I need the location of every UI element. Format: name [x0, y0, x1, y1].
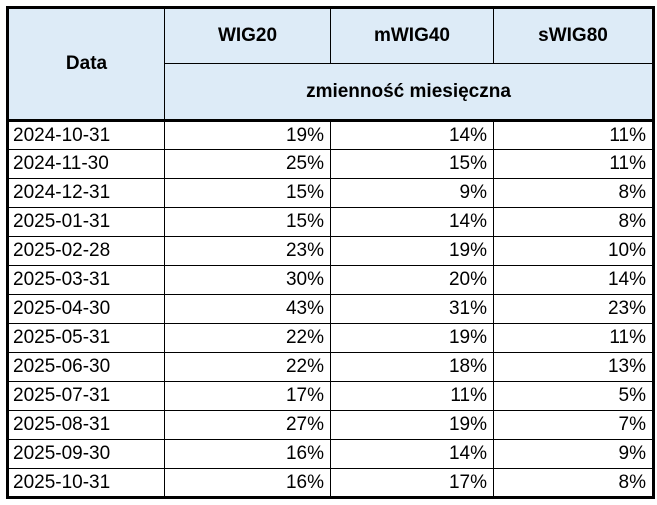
wig20-value-cell: 16% — [164, 468, 331, 498]
wig20-value-cell: 15% — [164, 207, 331, 237]
mwig40-value-cell: 14% — [330, 207, 494, 237]
mwig40-value-cell: 14% — [330, 439, 494, 469]
wig20-value-cell: 17% — [164, 381, 331, 411]
date-cell: 2025-07-31 — [7, 381, 165, 411]
table-row: 2025-03-31 30% 20% 14% — [7, 265, 654, 295]
volatility-table-container: Data WIG20 mWIG40 sWIG80 zmienność miesi… — [6, 6, 655, 499]
wig20-value-cell: 15% — [164, 178, 331, 208]
wig20-value-cell: 19% — [164, 120, 331, 150]
wig20-value-cell: 23% — [164, 236, 331, 266]
mwig40-value-cell: 14% — [330, 120, 494, 150]
date-cell: 2025-05-31 — [7, 323, 165, 353]
swig80-value-cell: 8% — [493, 178, 654, 208]
table-row: 2025-01-31 15% 14% 8% — [7, 207, 654, 237]
date-cell: 2025-02-28 — [7, 236, 165, 266]
volatility-table: Data WIG20 mWIG40 sWIG80 zmienność miesi… — [6, 6, 655, 499]
swig80-value-cell: 7% — [493, 410, 654, 440]
wig20-value-cell: 16% — [164, 439, 331, 469]
swig80-value-cell: 11% — [493, 120, 654, 150]
swig80-value-cell: 9% — [493, 439, 654, 469]
table-row: 2025-02-28 23% 19% 10% — [7, 236, 654, 266]
column-header-swig80: sWIG80 — [493, 7, 654, 64]
date-cell: 2024-11-30 — [7, 149, 165, 179]
table-row: 2024-11-30 25% 15% 11% — [7, 149, 654, 179]
mwig40-value-cell: 19% — [330, 236, 494, 266]
mwig40-value-cell: 15% — [330, 149, 494, 179]
mwig40-value-cell: 11% — [330, 381, 494, 411]
table-row: 2025-09-30 16% 14% 9% — [7, 439, 654, 469]
date-cell: 2024-10-31 — [7, 120, 165, 150]
table-row: 2025-04-30 43% 31% 23% — [7, 294, 654, 324]
header-row-indices: Data WIG20 mWIG40 sWIG80 — [7, 7, 654, 122]
table-row: 2025-10-31 16% 17% 8% — [7, 468, 654, 498]
column-header-wig20: WIG20 — [164, 7, 331, 64]
table-row: 2024-10-31 19% 14% 11% — [7, 120, 654, 150]
swig80-value-cell: 11% — [493, 323, 654, 353]
column-header-date: Data — [7, 7, 165, 122]
swig80-value-cell: 8% — [493, 207, 654, 237]
table-row: 2025-08-31 27% 19% 7% — [7, 410, 654, 440]
wig20-value-cell: 22% — [164, 352, 331, 382]
date-cell: 2025-03-31 — [7, 265, 165, 295]
wig20-value-cell: 27% — [164, 410, 331, 440]
header-row-subtitle: zmienność miesięczna — [8, 63, 654, 122]
swig80-value-cell: 11% — [493, 149, 654, 179]
date-cell: 2025-08-31 — [7, 410, 165, 440]
table-row: 2025-07-31 17% 11% 5% — [7, 381, 654, 411]
swig80-value-cell: 8% — [493, 468, 654, 498]
swig80-value-cell: 10% — [493, 236, 654, 266]
subheader-volatility: zmienność miesięczna — [164, 63, 654, 122]
swig80-value-cell: 14% — [493, 265, 654, 295]
swig80-value-cell: 5% — [493, 381, 654, 411]
wig20-value-cell: 25% — [164, 149, 331, 179]
mwig40-value-cell: 19% — [330, 410, 494, 440]
mwig40-value-cell: 20% — [330, 265, 494, 295]
swig80-value-cell: 23% — [493, 294, 654, 324]
swig80-value-cell: 13% — [493, 352, 654, 382]
column-header-mwig40: mWIG40 — [330, 7, 494, 64]
table-header: Data WIG20 mWIG40 sWIG80 zmienność miesi… — [7, 7, 654, 122]
date-cell: 2024-12-31 — [7, 178, 165, 208]
table-row: 2025-05-31 22% 19% 11% — [7, 323, 654, 353]
date-cell: 2025-10-31 — [7, 468, 165, 498]
mwig40-value-cell: 18% — [330, 352, 494, 382]
mwig40-value-cell: 9% — [330, 178, 494, 208]
table-row: 2024-12-31 15% 9% 8% — [7, 178, 654, 208]
wig20-value-cell: 43% — [164, 294, 331, 324]
mwig40-value-cell: 17% — [330, 468, 494, 498]
date-cell: 2025-04-30 — [7, 294, 165, 324]
date-cell: 2025-01-31 — [7, 207, 165, 237]
table-body: 2024-10-31 19% 14% 11% 2024-11-30 25% 15… — [7, 120, 654, 498]
wig20-value-cell: 22% — [164, 323, 331, 353]
mwig40-value-cell: 19% — [330, 323, 494, 353]
mwig40-value-cell: 31% — [330, 294, 494, 324]
date-cell: 2025-09-30 — [7, 439, 165, 469]
table-row: 2025-06-30 22% 18% 13% — [7, 352, 654, 382]
date-cell: 2025-06-30 — [7, 352, 165, 382]
wig20-value-cell: 30% — [164, 265, 331, 295]
